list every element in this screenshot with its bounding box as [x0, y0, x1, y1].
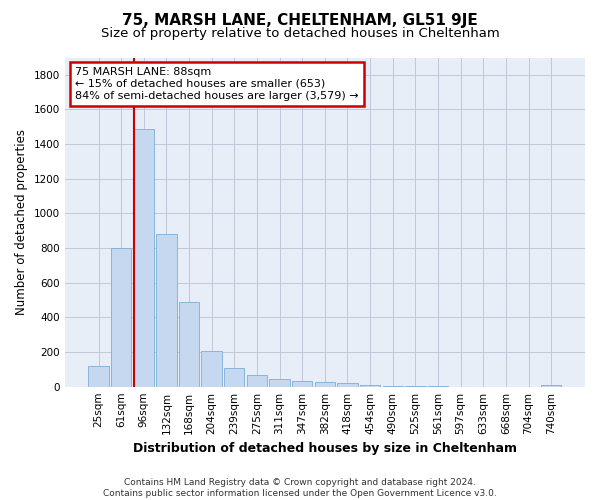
Bar — [179, 302, 199, 386]
Text: 75, MARSH LANE, CHELTENHAM, GL51 9JE: 75, MARSH LANE, CHELTENHAM, GL51 9JE — [122, 12, 478, 28]
Bar — [247, 376, 267, 386]
Text: Size of property relative to detached houses in Cheltenham: Size of property relative to detached ho… — [101, 28, 499, 40]
Y-axis label: Number of detached properties: Number of detached properties — [15, 129, 28, 315]
Bar — [88, 366, 109, 386]
X-axis label: Distribution of detached houses by size in Cheltenham: Distribution of detached houses by size … — [133, 442, 517, 455]
Text: Contains HM Land Registry data © Crown copyright and database right 2024.
Contai: Contains HM Land Registry data © Crown c… — [103, 478, 497, 498]
Bar — [111, 248, 131, 386]
Bar — [292, 380, 313, 386]
Bar — [156, 234, 176, 386]
Bar — [134, 128, 154, 386]
Bar — [269, 380, 290, 386]
Bar — [202, 351, 222, 386]
Bar — [314, 382, 335, 386]
Text: 75 MARSH LANE: 88sqm
← 15% of detached houses are smaller (653)
84% of semi-deta: 75 MARSH LANE: 88sqm ← 15% of detached h… — [75, 68, 359, 100]
Bar — [337, 383, 358, 386]
Bar — [224, 368, 244, 386]
